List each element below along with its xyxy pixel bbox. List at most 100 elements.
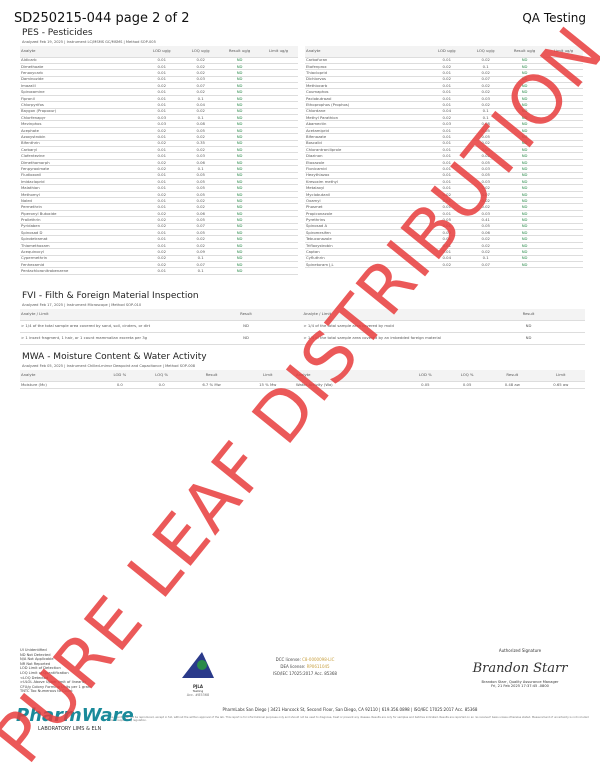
result: ND — [220, 197, 260, 205]
table-row: Abamectin 0.03 0.08 ND — [305, 120, 583, 128]
lod: 0.02 — [142, 140, 182, 148]
result: ND — [505, 165, 545, 173]
lod: 0.03 — [427, 120, 467, 128]
table-row: Aldicarb 0.01 0.02 ND — [20, 57, 298, 64]
result: ND — [220, 101, 260, 109]
analyte: Myclobutanil — [305, 191, 428, 199]
table-row: Pentachloronitrobenzene 0.01 0.1 ND — [20, 267, 298, 275]
analyte: Paclobutrazol — [305, 95, 428, 103]
lod: 0.02 — [142, 261, 182, 269]
table-row: Hexythiazox 0.01 0.05 ND — [305, 172, 583, 179]
analyte: Bifenazate — [305, 133, 428, 141]
analyte: > 1/4 of the total sample area covered b… — [302, 320, 472, 333]
column-header: Limit ug/g — [544, 46, 583, 58]
lod: 0.01 — [142, 242, 182, 250]
table-row: Bifenthrin 0.02 0.35 ND — [20, 140, 298, 148]
column-header: LOD % — [98, 370, 141, 382]
lod: 0.01 — [427, 165, 467, 173]
table-row: Fenoxycarb 0.01 0.02 ND — [20, 69, 298, 77]
result: ND — [220, 178, 260, 186]
limit — [544, 76, 583, 84]
result: ND — [220, 108, 260, 116]
limit — [259, 57, 298, 64]
analyte: Cyfluthrin — [305, 255, 428, 263]
table-row: Dimethoate 0.01 0.02 ND — [20, 63, 298, 71]
column-header: Analyte / Limit — [302, 309, 472, 321]
result: ND — [220, 69, 260, 77]
loq: 0.05 — [181, 178, 221, 186]
limit — [259, 267, 298, 275]
section-label: QA Testing — [522, 11, 586, 25]
result: ND — [505, 178, 545, 186]
limit — [544, 229, 583, 237]
column-header: Result — [189, 309, 303, 321]
legend-item: N/A Not Applicable — [20, 657, 54, 662]
lod: 0.01 — [427, 82, 467, 90]
table-row: Oxamyl 0.01 0.02 ND — [305, 197, 583, 205]
loq: 0.02 — [466, 184, 506, 192]
result: ND — [505, 172, 545, 179]
table-row: Thiacloprid 0.01 0.02 ND — [305, 69, 583, 77]
result: ND — [505, 108, 545, 116]
report-title: SD250215-044 page 2 of 2 — [14, 11, 190, 26]
result: ND — [505, 159, 545, 167]
limit — [544, 127, 583, 135]
lod: 0.04 — [427, 255, 467, 263]
lod: 0.02 — [142, 165, 182, 173]
analyte: Metalaxyl — [305, 184, 428, 192]
table-row: Acequinocyl 0.02 0.09 ND — [20, 248, 298, 256]
lod: 0.01 — [427, 88, 467, 96]
analyte: Thiacloprid — [305, 69, 428, 77]
loq: 0.02 — [466, 242, 506, 250]
analyte: Etoxazole — [305, 159, 428, 167]
loq: 0.03 — [181, 152, 221, 160]
lod: 0.01 — [427, 57, 467, 64]
lod: 0.02 — [142, 159, 182, 167]
analyte: Abamectin — [305, 120, 428, 128]
result: ND — [220, 248, 260, 256]
table-header: Analyte LOD ug/g LOQ ug/g Result ug/g Limit … — [20, 46, 298, 58]
analyte: Imazalil — [20, 82, 143, 90]
lod: 0.02 — [142, 191, 182, 199]
loq: 0.05 — [181, 127, 221, 135]
lod: 0.01 — [427, 172, 467, 179]
limit — [259, 95, 298, 103]
analyte: Spirotetramat — [20, 235, 143, 243]
analyte: Boscalid — [305, 140, 428, 148]
lod: 0.02 — [142, 210, 182, 218]
table-row: Acetamiprid 0.01 0.05 ND — [305, 127, 583, 135]
loq: 0.06 — [466, 229, 506, 237]
mwa-table: Analyte LOD % LOQ % Result Limit Analyte LOD %… — [20, 370, 585, 389]
loq: 0.02 — [181, 133, 221, 141]
table-header: Analyte LOD % LOQ % Result Limit Analyte LOD %… — [20, 370, 585, 382]
analyte: Fenpyroximate — [20, 165, 143, 173]
column-header: LOQ % — [140, 370, 183, 382]
result: ND — [220, 172, 260, 179]
analyte: Tebuconazole — [305, 235, 428, 243]
analyte: Fipronil — [20, 95, 143, 103]
result: ND — [505, 261, 545, 269]
signature-block: Authorized Signature Brandon Starr Brand… — [455, 648, 585, 688]
result: ND — [220, 235, 260, 243]
limit — [544, 108, 583, 116]
legend-item: <LOQ Detected — [20, 675, 49, 680]
cell: 0.65 aw — [536, 381, 585, 389]
lod: 0.01 — [142, 267, 182, 275]
limit — [259, 216, 298, 224]
result: ND — [220, 210, 260, 218]
result: ND — [505, 114, 545, 122]
analyte: Methyl Parathion — [305, 114, 428, 122]
lod: 0.01 — [142, 152, 182, 160]
result: ND — [220, 152, 260, 160]
result: ND — [220, 114, 260, 122]
analyte: Azoxystrobin — [20, 133, 143, 141]
legend-item: NR Not Reported — [20, 661, 51, 666]
limit — [544, 88, 583, 96]
analyte: Dichlorvos — [305, 76, 428, 84]
loq: 0.02 — [466, 82, 506, 90]
loq: 0.04 — [466, 146, 506, 154]
analyte: > 1/4 of the total sample area covered b… — [20, 320, 190, 333]
analyte: Imidacloprid — [20, 178, 143, 186]
analyte: Spiroxamine — [20, 88, 143, 96]
limit — [544, 223, 583, 231]
